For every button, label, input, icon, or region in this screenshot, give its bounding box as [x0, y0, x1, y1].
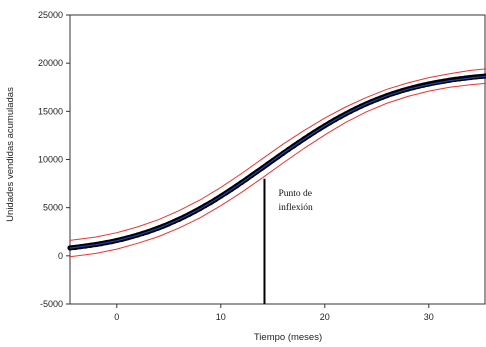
annotation-text-line1: Punto de [278, 189, 312, 199]
x-axis-ticks: 0 10 20 30 [114, 304, 434, 322]
series-line-observed [67, 73, 486, 251]
x-tick-label: 0 [114, 312, 119, 322]
y-tick-label: 25000 [38, 10, 63, 20]
series-line-upper-band [69, 68, 486, 241]
y-tick-label: 10000 [38, 155, 63, 165]
y-tick-label: 0 [58, 251, 63, 261]
series-layer [67, 68, 486, 258]
annotation-layer: Punto de inflexión [263, 178, 313, 304]
x-tick-label: 20 [320, 312, 330, 322]
x-axis-title: Tiempo (meses) [254, 332, 322, 343]
series-line-fitted [69, 75, 486, 249]
x-tick-label: 30 [424, 312, 434, 322]
y-axis-ticks: -5000 0 5000 10000 15000 20000 25000 [38, 10, 70, 309]
series-line-lower-band [69, 82, 486, 258]
annotation-text-line2: inflexión [278, 202, 313, 213]
y-tick-label: 20000 [38, 58, 63, 68]
y-axis-title: Unidades vendidas acumuladas [5, 87, 16, 222]
y-tick-label: 15000 [38, 106, 63, 116]
x-tick-label: 10 [216, 312, 226, 322]
y-tick-label: -5000 [40, 299, 63, 309]
y-tick-label: 5000 [43, 203, 63, 213]
